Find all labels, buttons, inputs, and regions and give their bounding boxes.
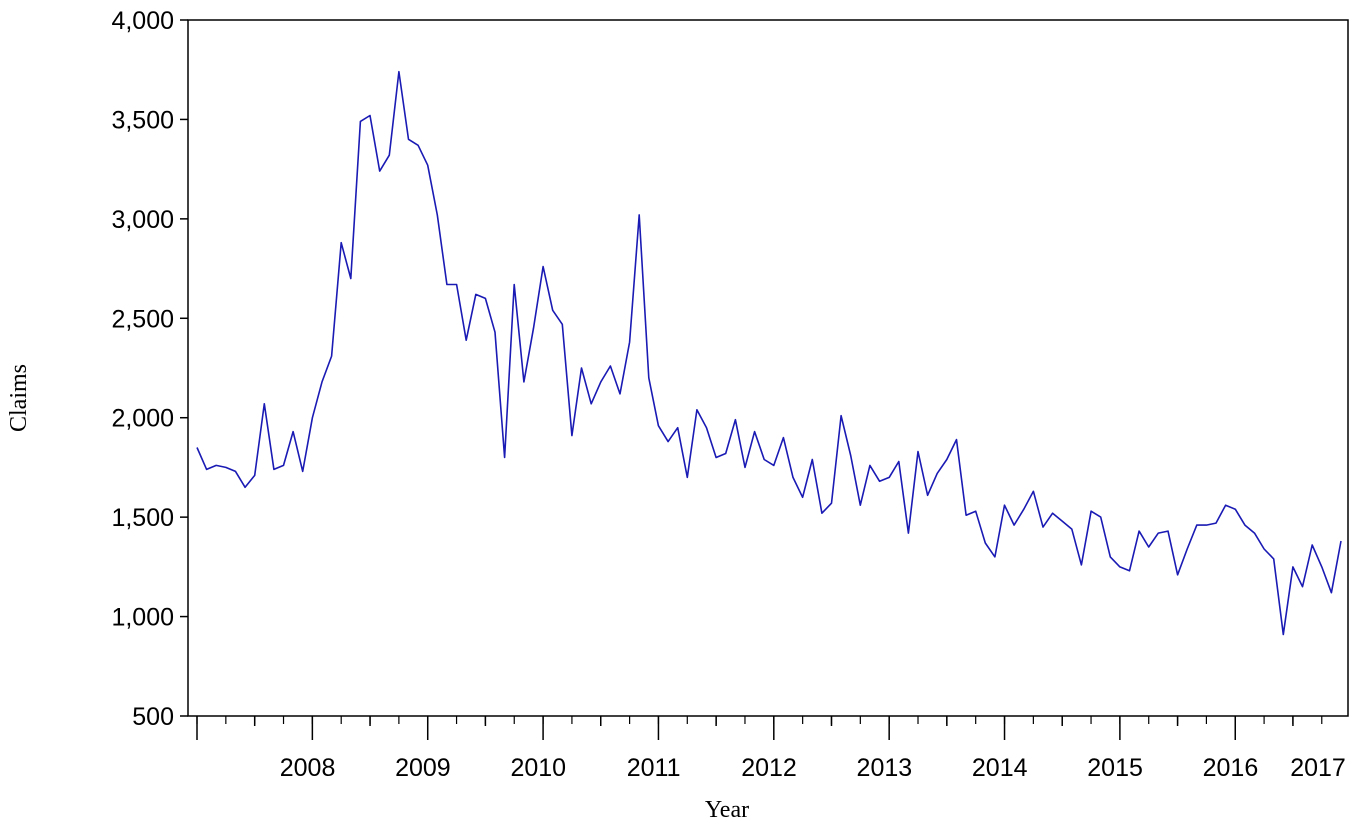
y-tick-label: 500 bbox=[132, 703, 174, 731]
y-tick-label: 1,000 bbox=[111, 604, 174, 632]
y-tick-label: 2,000 bbox=[111, 405, 174, 433]
y-tick-label: 3,000 bbox=[111, 206, 174, 234]
y-tick-label: 2,500 bbox=[111, 305, 174, 333]
x-tick-label: 2009 bbox=[395, 754, 451, 782]
claims-series-line bbox=[196, 70, 1342, 636]
y-tick-label: 3,500 bbox=[111, 106, 174, 134]
x-tick-label: 2015 bbox=[1087, 754, 1143, 782]
y-axis-title: Claims bbox=[6, 364, 32, 432]
x-tick-label: 2013 bbox=[857, 754, 913, 782]
x-axis-title: Year bbox=[705, 797, 749, 823]
x-tick-label: 2012 bbox=[741, 754, 797, 782]
y-tick-label: 1,500 bbox=[111, 504, 174, 532]
y-tick-label: 4,000 bbox=[111, 7, 174, 35]
x-tick-label: 2016 bbox=[1203, 754, 1259, 782]
plot-frame bbox=[187, 19, 1349, 717]
x-tick-label: 2010 bbox=[510, 754, 566, 782]
x-tick-label: 2014 bbox=[972, 754, 1028, 782]
x-tick-label: 2011 bbox=[627, 754, 681, 782]
y-axis: 500 1,000 1,500 2,000 2,500 3,000 3,500 4,000 bbox=[111, 7, 188, 731]
x-tick-label: 2008 bbox=[280, 754, 336, 782]
x-tick-label: 2017 bbox=[1290, 754, 1346, 782]
x-axis: 2008 2009 2010 2011 2012 2013 2014 2015 2016 2017 bbox=[196, 716, 1346, 782]
